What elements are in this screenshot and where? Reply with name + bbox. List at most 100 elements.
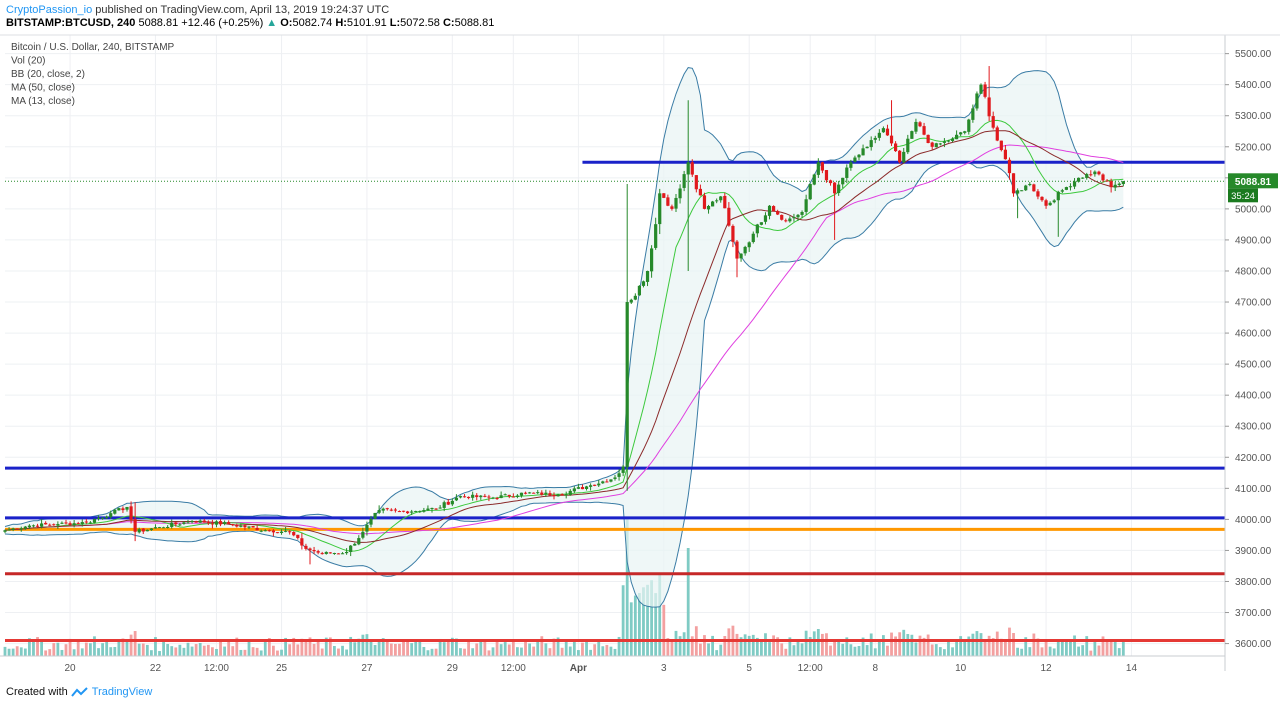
candle-body xyxy=(1020,190,1024,192)
volume-bar xyxy=(593,644,597,656)
volume-bar xyxy=(381,638,385,656)
volume-bar xyxy=(1069,639,1072,656)
candle-body xyxy=(568,490,572,495)
candle-body xyxy=(357,538,361,545)
candle-body xyxy=(101,517,105,519)
y-tick-label: 3600.00 xyxy=(1235,639,1272,650)
candle-body xyxy=(686,162,690,175)
candle-body xyxy=(979,84,983,94)
candle-body xyxy=(1060,190,1064,192)
volume-bar xyxy=(174,647,178,656)
candle-body xyxy=(898,150,902,163)
author-name[interactable]: CryptoPassion_io xyxy=(6,4,93,16)
volume-bar xyxy=(117,640,121,656)
volume-bar xyxy=(869,633,873,656)
volume-bar xyxy=(414,640,418,656)
volume-bar xyxy=(198,642,202,656)
candle-body xyxy=(1109,181,1113,188)
candle-body xyxy=(885,128,890,136)
volume-bar xyxy=(837,638,841,656)
volume-bar xyxy=(540,636,544,656)
volume-bar xyxy=(658,574,662,656)
candle-body xyxy=(837,184,841,194)
volume-bar xyxy=(97,648,100,656)
candle-body xyxy=(462,496,467,498)
volume-bar xyxy=(804,630,808,656)
volume-bar xyxy=(995,631,999,656)
volume-bar xyxy=(621,585,625,656)
volume-bar xyxy=(166,644,170,656)
x-tick-label: 12:00 xyxy=(501,663,526,674)
volume-bar xyxy=(890,632,893,656)
candle-body xyxy=(227,522,231,525)
candle-body xyxy=(841,177,845,185)
candle-body xyxy=(666,197,670,206)
candle-body xyxy=(406,511,410,514)
volume-bar xyxy=(516,647,519,656)
candle-body xyxy=(593,484,597,486)
candle-body xyxy=(1072,181,1077,187)
volume-bar xyxy=(48,649,52,656)
volume-bar xyxy=(723,635,727,656)
candle-body xyxy=(206,522,210,524)
candle-body xyxy=(926,134,930,143)
volume-bar xyxy=(853,646,857,656)
moving-averages xyxy=(4,119,1124,552)
candle-body xyxy=(259,530,263,532)
open-value: 5082.74 xyxy=(292,17,333,29)
candle-body xyxy=(528,492,532,494)
candle-body xyxy=(1044,200,1048,206)
candle-body xyxy=(263,530,267,532)
volume-bar xyxy=(503,642,507,656)
up-arrow-icon: ▲ xyxy=(266,17,278,29)
volume-bar xyxy=(56,642,60,656)
volume-bar xyxy=(735,633,739,656)
volume-bar xyxy=(507,644,511,656)
volume-bar xyxy=(471,648,475,656)
candle-body xyxy=(223,522,227,525)
volume-bar xyxy=(178,644,182,656)
candle-body xyxy=(816,162,820,175)
volume-bar xyxy=(442,642,446,656)
volume-bar xyxy=(812,631,816,656)
volume-bar xyxy=(186,642,190,656)
candle-body xyxy=(235,525,239,527)
volume-bar xyxy=(64,644,68,656)
horizontal-levels[interactable] xyxy=(5,160,1225,642)
candle-body xyxy=(1068,186,1073,188)
volume-bar xyxy=(857,645,861,656)
symbol-label: BITSTAMP:BTCUSD xyxy=(6,17,111,29)
volume-bar xyxy=(333,645,336,656)
tradingview-link[interactable]: TradingView xyxy=(91,686,153,698)
volume-bar xyxy=(202,645,206,656)
candle-body xyxy=(833,182,837,194)
candle-body xyxy=(76,523,80,525)
candle-body xyxy=(430,507,434,509)
volume-bar xyxy=(272,645,275,656)
legend-entry: MA (50, close) xyxy=(11,83,75,94)
candle-body xyxy=(564,494,568,496)
volume-bar xyxy=(300,638,304,656)
candle-body xyxy=(975,93,979,109)
volume-bar xyxy=(914,642,918,656)
volume-bar xyxy=(552,638,556,656)
candle-body xyxy=(422,510,426,512)
change-label: +12.46 (+0.25%) xyxy=(181,17,264,29)
candle-body xyxy=(955,134,959,140)
volume-bar xyxy=(739,637,743,656)
volume-bar xyxy=(394,643,397,656)
candle-body xyxy=(715,200,719,202)
volume-bar xyxy=(528,643,531,656)
candle-body xyxy=(96,517,101,519)
candle-body xyxy=(1040,196,1044,201)
high-value: 5101.91 xyxy=(346,17,387,29)
volume-bar xyxy=(983,640,987,656)
volume-bar xyxy=(780,643,784,656)
ma50-line xyxy=(4,144,1124,535)
footer: Created with TradingView xyxy=(6,686,152,698)
candle-body xyxy=(694,175,698,190)
volume-bar xyxy=(125,640,129,656)
candle-body xyxy=(820,162,824,171)
volume-bar xyxy=(1012,633,1015,656)
